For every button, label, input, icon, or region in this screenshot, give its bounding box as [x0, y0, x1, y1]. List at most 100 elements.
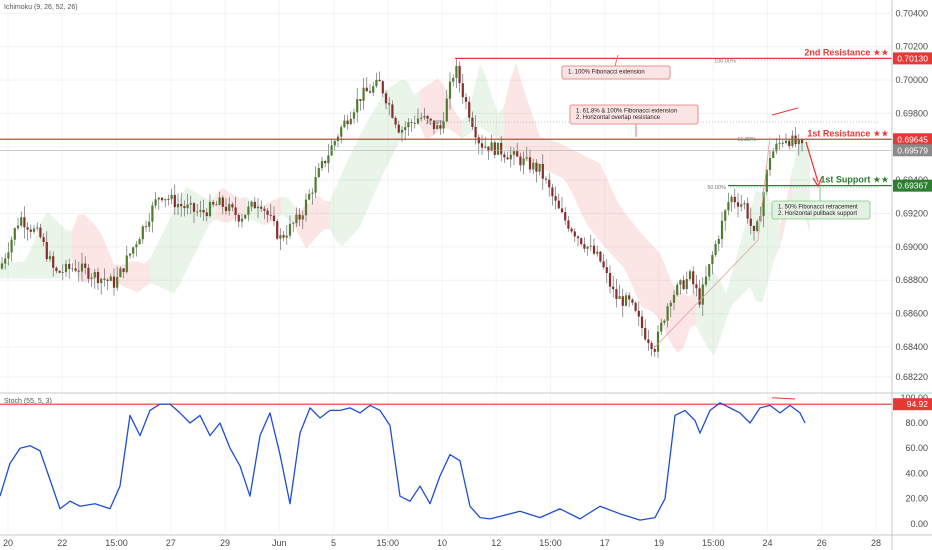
candle-down [752, 225, 756, 231]
candle-down [551, 187, 554, 197]
candles-layer [0, 57, 804, 358]
cloud-segment [480, 64, 486, 131]
candle-up [279, 235, 282, 239]
stoch-divergence-line [771, 397, 796, 400]
cloud-segment [648, 240, 654, 313]
candle-down [269, 214, 272, 216]
candle-down [698, 288, 701, 305]
cloud-segment [420, 86, 426, 141]
candle-down [573, 231, 576, 237]
candle-down [397, 124, 400, 133]
candle-up [362, 87, 365, 101]
time-tick-label: 26 [817, 538, 827, 548]
annotation-box [561, 65, 671, 80]
candle-up [64, 263, 68, 273]
candle-down [516, 151, 519, 157]
cloud-segment [132, 261, 138, 293]
cloud-segment [72, 215, 78, 277]
level-name: 2nd Resistance ★★ [804, 47, 889, 57]
candle-down [541, 163, 544, 179]
candle-up [525, 157, 528, 159]
cloud-segment [360, 123, 366, 227]
cloud-segment [732, 250, 738, 305]
cloud-segment [162, 222, 168, 291]
candle-down [272, 215, 276, 222]
candle-up [356, 99, 359, 113]
cloud-segment [714, 272, 720, 356]
candle-up [256, 206, 260, 209]
candle-up [71, 268, 74, 270]
cloud-segment [240, 196, 246, 218]
candle-up [484, 146, 487, 148]
candle-down [42, 237, 45, 243]
candle-up [663, 320, 666, 323]
candle-down [653, 349, 656, 352]
divergence-line [771, 107, 799, 116]
candle-down [800, 139, 804, 144]
cloud-segment [198, 193, 204, 248]
time-tick-label: 5 [331, 538, 336, 548]
cloud-segment [564, 145, 570, 189]
candle-down [570, 228, 573, 232]
candle-up [704, 276, 708, 285]
candle-down [580, 238, 583, 245]
stoch-tick-label: 100.00 [900, 393, 928, 403]
cloud-segment [534, 119, 540, 168]
level-name: 1st Resistance ★★ [807, 128, 889, 138]
cloud-segment [108, 249, 114, 283]
candle-up [452, 77, 455, 82]
cloud-segment [792, 146, 798, 212]
candle-up [656, 331, 660, 352]
cloud-segment [726, 272, 732, 321]
cloud-segment [630, 219, 636, 295]
candle-up [797, 139, 800, 145]
time-tick-label: 22 [57, 538, 67, 548]
cloud-segment [708, 272, 714, 356]
time-tick-label: 17 [600, 538, 610, 548]
candle-down [426, 115, 429, 119]
projection-arrowhead [812, 176, 823, 188]
candle-up [436, 125, 439, 129]
candle-up [292, 223, 295, 224]
candle-up [490, 142, 493, 152]
cloud-segment [612, 189, 618, 262]
candle-up [170, 194, 173, 200]
cloud-segment [312, 195, 318, 243]
cloud-segment [42, 212, 48, 279]
stoch-line [0, 402, 806, 521]
candle-up [119, 268, 122, 278]
cloud-segment [546, 138, 552, 174]
candle-down [733, 196, 736, 203]
candle-down [564, 212, 567, 221]
candle-down [391, 104, 394, 118]
candle-up [669, 302, 672, 307]
stoch-layer [0, 397, 892, 521]
candle-up [0, 263, 4, 269]
cloud-segment [342, 159, 348, 247]
candle-down [487, 146, 490, 152]
cloud-segment [426, 82, 432, 141]
candle-up [672, 294, 676, 303]
candle-up [714, 243, 717, 256]
candle-up [496, 142, 500, 155]
current-price-label: 0.69579 [897, 145, 928, 155]
candle-down [394, 117, 397, 125]
candle-up [128, 253, 132, 256]
cloud-segment [282, 196, 288, 219]
time-tick-label: 12 [491, 538, 501, 548]
candle-up [295, 214, 298, 224]
cloud-segment [720, 279, 726, 341]
candle-down [55, 267, 58, 272]
candle-down [535, 162, 538, 172]
time-tick-label: 15:00 [376, 538, 399, 548]
price-tag [893, 133, 932, 146]
cloud-segment [618, 202, 624, 269]
price-tick-label: 0.69800 [895, 108, 928, 118]
candle-up [730, 196, 733, 203]
candle-up [375, 79, 378, 87]
cloud-segment [366, 113, 372, 213]
candle-down [144, 226, 148, 228]
cloud-segment [654, 247, 660, 322]
candle-down [221, 197, 224, 207]
